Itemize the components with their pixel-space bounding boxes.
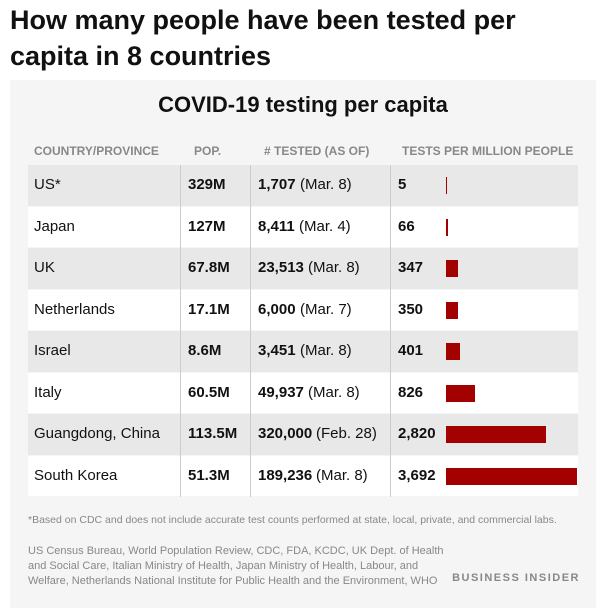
value-label: 347 <box>398 259 424 276</box>
row-bg <box>28 248 578 289</box>
tested-date: (Mar. 8) <box>308 383 360 401</box>
population: 329M <box>188 176 226 193</box>
source: US Census Bureau, World Population Revie… <box>28 545 444 587</box>
country: US* <box>34 176 61 193</box>
bar <box>446 384 476 402</box>
population: 60.5M <box>188 383 230 401</box>
value-label: 66 <box>398 217 415 235</box>
footnote: *Based on CDC and does not include accur… <box>28 514 557 526</box>
separator <box>390 455 391 497</box>
population: 113.5M <box>188 425 238 442</box>
tested: 189,236 <box>258 466 313 484</box>
population: 67.8M <box>188 259 230 276</box>
tested-date: (Feb. 28) <box>316 425 377 442</box>
country: Israel <box>34 342 71 359</box>
separator <box>250 372 251 414</box>
bar <box>446 260 459 277</box>
value-label: 350 <box>398 300 424 318</box>
row-bg <box>28 289 578 330</box>
tested-date: (Mar. 8) <box>300 176 352 193</box>
separator <box>180 165 181 207</box>
row-bg <box>28 206 578 247</box>
row-bg <box>28 372 578 413</box>
tested: 23,513 <box>258 259 304 276</box>
column-header: TESTS PER MILLION PEOPLE <box>402 144 574 158</box>
separator <box>180 206 181 248</box>
separator <box>180 455 181 497</box>
column-header: POP. <box>194 144 222 158</box>
country: UK <box>34 259 55 276</box>
separator <box>250 414 251 456</box>
column-header: # TESTED (AS OF) <box>264 144 370 158</box>
separator <box>250 331 251 373</box>
country: Italy <box>34 383 62 401</box>
separator <box>180 372 181 414</box>
separator <box>390 372 391 414</box>
tested: 49,937 <box>258 383 304 401</box>
value-label: 401 <box>398 342 424 359</box>
separator <box>180 289 181 331</box>
population: 17.1M <box>188 300 230 318</box>
bar <box>446 467 577 485</box>
brand: BUSINESS INSIDER <box>452 572 580 584</box>
separator <box>250 248 251 290</box>
country: Guangdong, China <box>34 425 160 442</box>
tested-date: (Mar. 8) <box>316 466 368 484</box>
row-bg <box>28 165 578 206</box>
separator <box>390 414 391 456</box>
bar <box>446 426 547 443</box>
page-title: How many people have been tested per cap… <box>10 5 516 71</box>
country: Netherlands <box>34 300 115 318</box>
separator <box>390 331 391 373</box>
column-header: COUNTRY/PROVINCE <box>34 144 159 158</box>
population: 127M <box>188 217 226 235</box>
separator <box>180 331 181 373</box>
separator <box>250 455 251 497</box>
value-label: 826 <box>398 383 424 401</box>
separator <box>250 289 251 331</box>
separator <box>250 165 251 207</box>
bar <box>446 177 447 194</box>
tested-date: (Mar. 8) <box>300 342 352 359</box>
tested: 8,411 <box>258 217 295 235</box>
separator <box>390 289 391 331</box>
country: South Korea <box>34 466 118 484</box>
tested: 1,707 <box>258 176 296 193</box>
value-label: 2,820 <box>398 425 436 442</box>
bar <box>446 218 449 236</box>
tested: 3,451 <box>258 342 296 359</box>
tested: 6,000 <box>258 300 296 318</box>
separator <box>390 165 391 207</box>
population: 8.6M <box>188 342 222 359</box>
separator <box>180 414 181 456</box>
separator <box>390 206 391 248</box>
chart-title: COVID-19 testing per capita <box>158 92 448 117</box>
country: Japan <box>34 217 75 235</box>
value-label: 5 <box>398 176 407 193</box>
population: 51.3M <box>188 466 230 484</box>
chart-panel: COVID-19 testing per capita *Based on CD… <box>10 80 596 608</box>
tested-date: (Mar. 8) <box>308 259 360 276</box>
value-label: 3,692 <box>398 466 436 484</box>
tested: 320,000 <box>258 425 313 442</box>
row-bg <box>28 331 578 372</box>
separator <box>250 206 251 248</box>
bar <box>446 343 461 360</box>
separator <box>390 248 391 290</box>
bar <box>446 301 459 319</box>
separator <box>180 248 181 290</box>
tested-date: (Mar. 4) <box>299 217 351 235</box>
tested-date: (Mar. 7) <box>300 300 352 318</box>
